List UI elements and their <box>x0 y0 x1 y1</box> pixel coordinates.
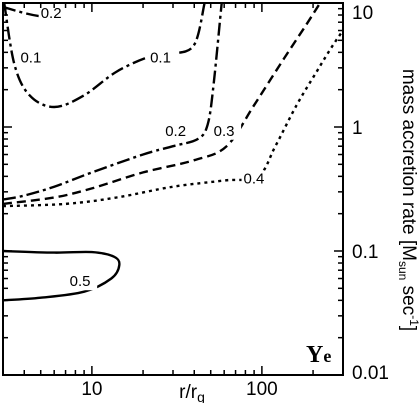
x-axis-title-sub: g <box>197 389 205 403</box>
y-axis-title-sup: -1 <box>407 315 420 326</box>
y-axis-title-close: ] <box>398 326 419 331</box>
contour-line-0-5 <box>3 249 121 302</box>
contour-label: 0.2 <box>165 123 186 140</box>
y-axis-title-unit: sec <box>398 280 419 315</box>
y-tick-label: 10 <box>352 3 373 24</box>
contour-label: 0.2 <box>41 5 62 22</box>
panel-label-y: Y <box>306 342 323 368</box>
y-tick-label: 0.1 <box>352 242 378 263</box>
contour-line-0-4 <box>3 29 343 208</box>
y-axis-title-sub: sun <box>396 261 410 280</box>
contour-label-bg <box>38 4 69 22</box>
y-axis-title: mass accretion rate [Msun sec-1] <box>396 69 420 331</box>
contour-label: 0.1 <box>20 50 41 67</box>
axis-layer: 10 100 10 1 0.1 0.01 <box>2 3 389 400</box>
contour-label: 0.1 <box>150 50 171 67</box>
contour-label-bg <box>211 122 242 140</box>
contour-line-0-2 <box>3 5 55 19</box>
contour-label-bg <box>67 273 98 291</box>
x-tick-label: 10 <box>81 379 102 400</box>
x-axis-title: r/rg <box>179 382 205 403</box>
contour-label: 0.4 <box>244 171 265 188</box>
contour-label-bg <box>148 49 178 67</box>
panel-label-sub: e <box>323 346 331 366</box>
y-tick-label: 0.01 <box>352 363 389 384</box>
contour-label: 0.5 <box>70 273 91 290</box>
contour-label-bg <box>163 122 193 140</box>
contour-line-0-1 <box>3 3 206 109</box>
contour-label: 0.3 <box>214 123 235 140</box>
x-axis-title-text: r/r <box>179 382 198 403</box>
contour-label-bg <box>241 170 272 188</box>
y-axis-title-text: mass accretion rate [M <box>398 69 419 261</box>
contour-line-0-3 <box>3 3 322 206</box>
panel-label: Ye <box>306 342 331 368</box>
contour-line-0-2 <box>3 3 223 201</box>
contour-label-layer: 0.2 0.1 0.1 0.2 0.3 0.4 0.5 <box>18 4 272 291</box>
contour-layer <box>3 3 343 302</box>
y-tick-label: 1 <box>352 118 363 139</box>
contour-label-bg <box>18 49 48 67</box>
x-tick-label: 100 <box>246 379 278 400</box>
